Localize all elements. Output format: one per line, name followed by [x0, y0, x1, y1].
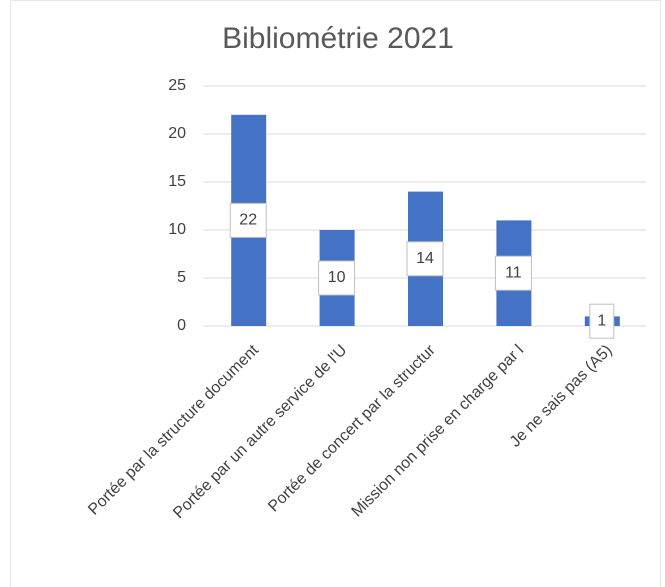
data-label-box [229, 202, 267, 238]
data-label: 14 [416, 250, 434, 267]
data-label: 1 [597, 312, 606, 329]
y-tick-label: 0 [177, 317, 186, 334]
data-label-box [318, 260, 356, 296]
y-tick-label: 25 [168, 77, 186, 94]
y-tick-label: 5 [177, 269, 186, 286]
data-label: 11 [505, 264, 522, 281]
chart-title: Bibliométrie 2021 [222, 22, 454, 55]
data-label: 10 [328, 269, 346, 286]
data-label-box [494, 255, 532, 291]
data-label: 22 [239, 212, 257, 229]
y-tick-label: 15 [168, 173, 186, 190]
y-tick-label: 10 [168, 221, 186, 238]
data-label-box [406, 241, 444, 277]
y-tick-label: 20 [168, 125, 186, 142]
data-label-box [589, 303, 615, 339]
